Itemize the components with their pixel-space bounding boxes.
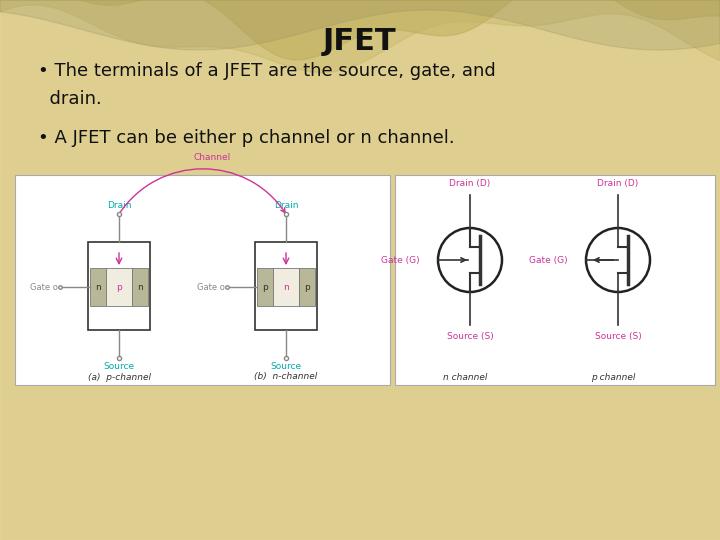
Text: Drain (D): Drain (D) [598, 179, 639, 188]
Circle shape [438, 228, 502, 292]
Bar [273, 268, 299, 306]
Bar [15, 175, 390, 385]
Text: n: n [95, 282, 101, 292]
Text: JFET: JFET [323, 28, 397, 57]
Text: Source (S): Source (S) [446, 332, 493, 341]
Text: Drain (D): Drain (D) [449, 179, 490, 188]
Bar [299, 268, 315, 306]
Bar [255, 242, 317, 330]
Text: (b)  n-channel: (b) n-channel [254, 373, 318, 381]
Text: Gate (G): Gate (G) [382, 255, 420, 265]
Circle shape [586, 228, 650, 292]
Bar [132, 268, 148, 306]
Bar [88, 242, 150, 330]
Text: Source: Source [104, 362, 135, 371]
Text: • The terminals of a JFET are the source, gate, and
  drain.: • The terminals of a JFET are the source… [38, 62, 496, 108]
Text: p: p [116, 282, 122, 292]
Text: (a)  p-channel: (a) p-channel [88, 373, 150, 381]
Text: Gate o: Gate o [30, 282, 58, 292]
Text: n: n [283, 282, 289, 292]
FancyArrowPatch shape [119, 169, 285, 214]
Text: Drain: Drain [107, 201, 131, 210]
Text: Channel: Channel [194, 153, 230, 162]
Text: Source: Source [271, 362, 302, 371]
Bar [90, 268, 106, 306]
Text: p: p [304, 282, 310, 292]
Text: Gate o: Gate o [197, 282, 225, 292]
Text: Drain: Drain [274, 201, 298, 210]
Text: p channel: p channel [591, 373, 635, 381]
Bar [257, 268, 273, 306]
Text: n channel: n channel [443, 373, 487, 381]
Text: Gate (G): Gate (G) [529, 255, 568, 265]
Bar [395, 175, 715, 385]
Text: • A JFET can be either p channel or n channel.: • A JFET can be either p channel or n ch… [38, 129, 454, 147]
Text: n: n [137, 282, 143, 292]
Text: p: p [262, 282, 268, 292]
Bar [106, 268, 132, 306]
Text: Source (S): Source (S) [595, 332, 642, 341]
